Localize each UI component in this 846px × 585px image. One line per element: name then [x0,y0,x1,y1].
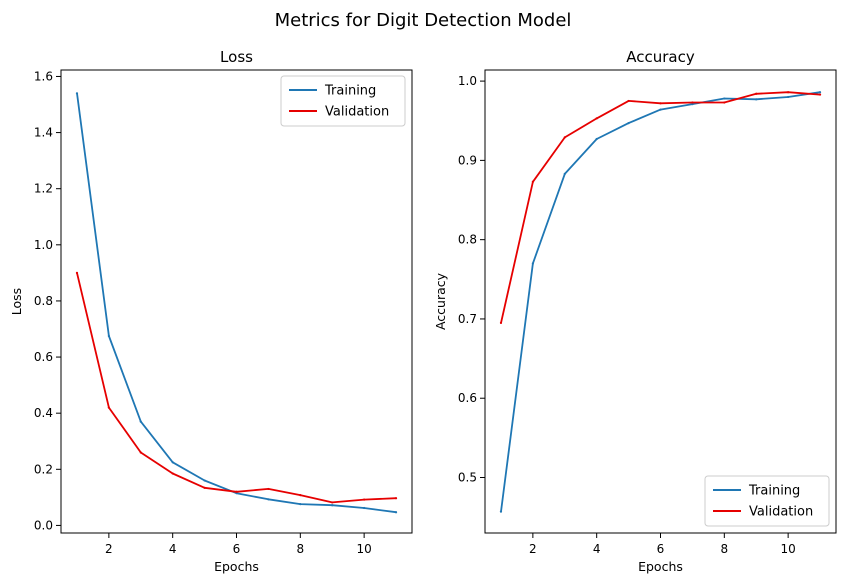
data-point-training [723,97,726,100]
data-point-validation [171,472,174,475]
data-point-training [171,461,174,464]
data-point-training [299,502,302,506]
data-point-validation [531,180,534,183]
data-point-validation [723,101,726,104]
data-point-validation [75,271,79,274]
data-point-validation [139,451,142,454]
series-line-training [76,92,397,514]
y-tick-label: 0.0 [34,518,53,532]
data-point-training [267,498,270,501]
data-point-training [203,479,206,482]
data-point-validation [563,136,566,139]
data-point-training [531,262,534,265]
data-point-training [139,420,142,423]
plot-frame [484,69,837,534]
legend-label: Training [324,84,376,99]
x-tick-label: 4 [169,542,177,556]
data-point-training [595,137,598,141]
legend: Training Validation [280,75,406,127]
x-tick-label: 10 [356,542,371,556]
data-point-training [499,510,503,513]
data-point-training [755,98,758,101]
x-axis-label: Epochs [214,559,259,574]
x-tick-label: 6 [657,542,665,556]
x-tick-label: 4 [593,542,601,556]
y-tick-label: 0.5 [458,471,477,485]
y-tick-label: 0.7 [458,312,477,326]
data-point-validation [299,494,302,497]
data-point-validation [595,117,598,120]
data-point-validation [107,406,110,409]
x-tick-label: 8 [296,542,304,556]
series-line-validation [76,271,397,504]
data-point-training [787,95,790,99]
data-point-training [331,504,334,507]
legend-box [280,75,406,127]
x-axis-label: Epochs [638,559,683,574]
legend-label: Validation [749,505,813,520]
series-line-training [500,91,821,513]
legend-label: Training [748,484,800,499]
plot-frame [60,69,413,534]
y-tick-label: 1.4 [34,126,53,140]
data-point-validation [235,490,238,493]
data-point-training [818,91,822,94]
plot-title: Accuracy [626,48,695,66]
data-point-validation [363,498,366,501]
y-tick-label: 1.0 [458,74,477,88]
data-point-validation [499,321,503,325]
x-tick-label: 8 [720,542,728,556]
y-tick-label: 1.0 [34,238,53,252]
y-axis-label: Loss [9,288,24,315]
plot-title: Loss [220,48,253,66]
x-tick-label: 2 [105,542,113,556]
data-point-training [75,92,79,95]
data-point-validation [394,497,398,500]
y-tick-label: 0.9 [458,153,477,167]
data-point-training [107,334,110,338]
data-point-validation [691,101,694,104]
y-tick-label: 1.6 [34,69,53,83]
y-tick-label: 0.6 [458,391,477,405]
y-tick-label: 1.2 [34,182,53,196]
x-tick-label: 2 [529,542,537,556]
y-tick-label: 0.8 [34,294,53,308]
legend-label: Validation [325,105,389,120]
data-point-validation [267,487,270,491]
loss-plot: Loss 2 4 6 8 10 0.0 0.2 0.4 0.6 0.8 1.0 1.2 1.4 1.6 Epo… [9,48,413,574]
data-point-validation [818,93,822,96]
data-point-training [363,506,366,510]
data-point-training [563,172,566,175]
data-point-validation [627,99,630,103]
data-point-validation [659,102,662,105]
data-point-validation [755,92,758,95]
y-tick-label: 0.8 [458,233,477,247]
data-point-training [394,511,398,514]
figure-title: Metrics for Digit Detection Model [275,10,572,31]
series-line-validation [500,91,821,324]
data-point-validation [331,501,334,504]
x-tick-label: 10 [780,542,795,556]
legend: Training Validation [704,475,830,527]
legend-box [704,475,830,527]
data-point-training [691,102,694,106]
y-tick-label: 0.4 [34,406,53,420]
data-point-validation [787,91,790,94]
y-tick-label: 0.6 [34,350,53,364]
data-point-training [659,108,662,111]
y-tick-label: 0.2 [34,462,53,476]
data-point-validation [203,486,206,489]
data-point-training [627,122,630,125]
y-axis-label: Accuracy [433,272,448,330]
accuracy-plot: Accuracy 2 4 6 8 10 0.5 0.6 0.7 0.8 0.9 1.0 Epochs Ac… [433,48,837,574]
x-tick-label: 6 [233,542,241,556]
